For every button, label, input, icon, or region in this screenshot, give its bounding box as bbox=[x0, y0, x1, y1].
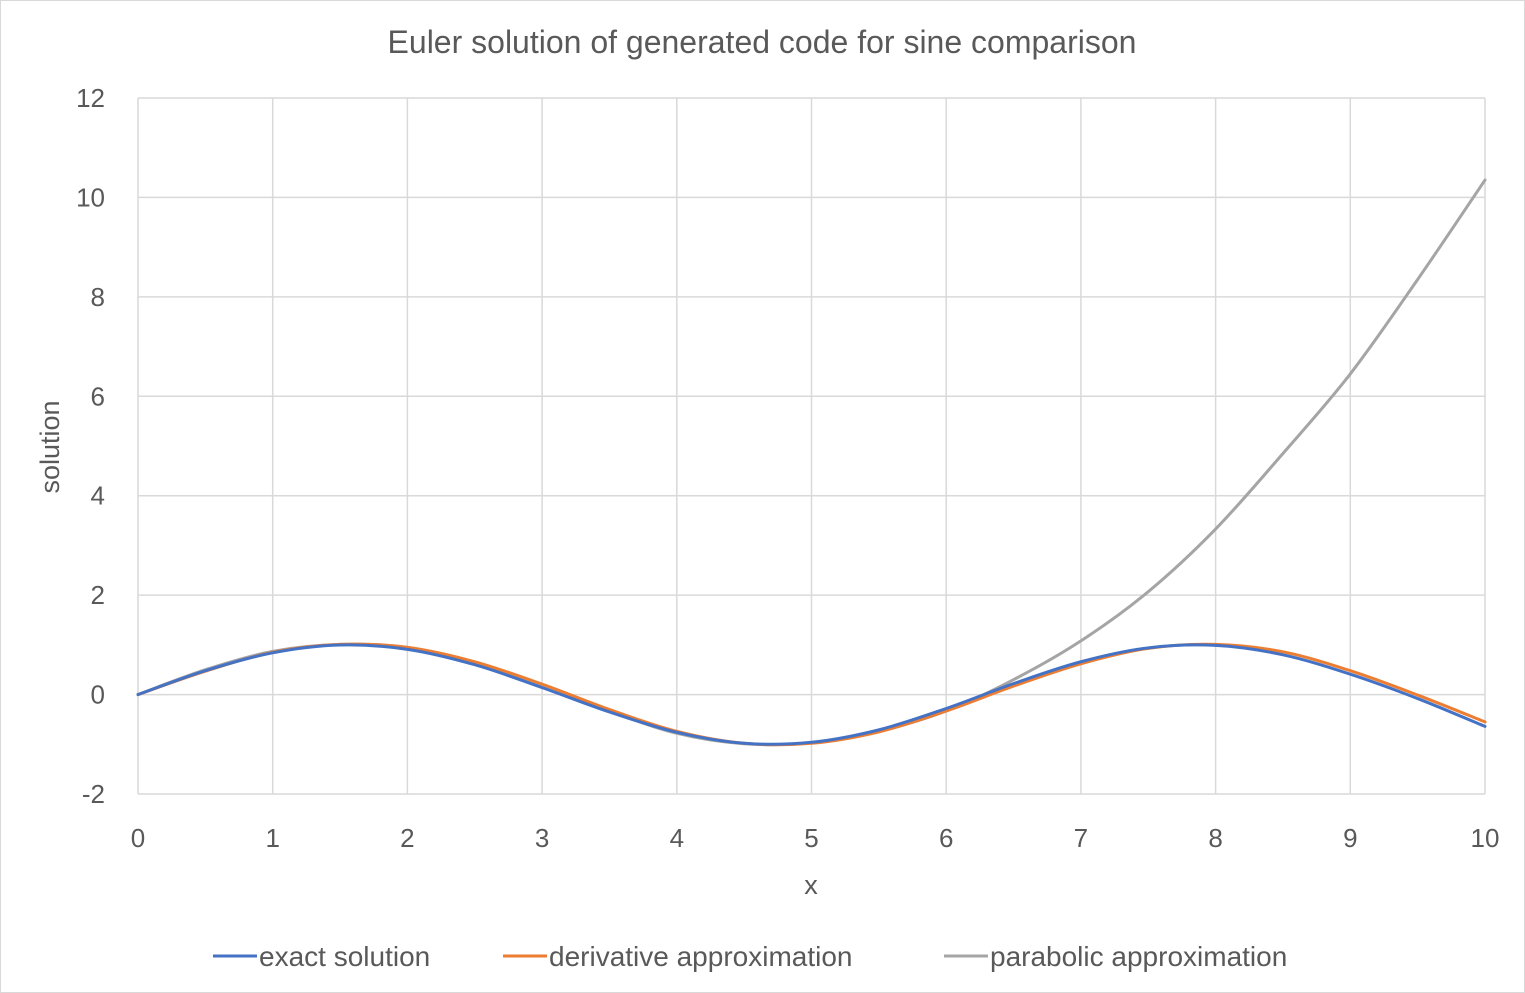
x-tick-label: 9 bbox=[1343, 823, 1357, 853]
y-tick-label: 12 bbox=[76, 83, 105, 113]
x-tick-label: 3 bbox=[535, 823, 549, 853]
x-tick-label: 2 bbox=[400, 823, 414, 853]
y-tick-labels: -2 0 2 4 6 8 10 12 bbox=[76, 83, 105, 809]
legend: exact solution derivative approximation pa… bbox=[213, 941, 1287, 972]
x-tick-label: 10 bbox=[1471, 823, 1500, 853]
y-tick-label: 2 bbox=[91, 580, 105, 610]
x-tick-label: 8 bbox=[1208, 823, 1222, 853]
legend-label-1: derivative approximation bbox=[549, 941, 853, 972]
y-tick-label: 4 bbox=[91, 481, 105, 511]
series-lines bbox=[136, 178, 1487, 747]
x-tick-label: 0 bbox=[131, 823, 145, 853]
legend-label-2: parabolic approximation bbox=[990, 941, 1287, 972]
x-tick-labels: 0 1 2 3 4 5 6 7 8 9 10 bbox=[131, 823, 1500, 853]
x-tick-label: 1 bbox=[265, 823, 279, 853]
x-tick-label: 4 bbox=[670, 823, 684, 853]
x-tick-label: 7 bbox=[1074, 823, 1088, 853]
grid-lines bbox=[137, 97, 1486, 795]
x-tick-label: 5 bbox=[804, 823, 818, 853]
series-line-0 bbox=[136, 643, 1487, 746]
chart-title: Euler solution of generated code for sin… bbox=[388, 24, 1137, 60]
x-axis-title: x bbox=[804, 870, 818, 900]
y-axis-title: solution bbox=[35, 400, 65, 493]
legend-label-0: exact solution bbox=[259, 941, 430, 972]
y-tick-label: 0 bbox=[91, 680, 105, 710]
y-tick-label: -2 bbox=[82, 779, 105, 809]
y-tick-label: 6 bbox=[91, 381, 105, 411]
x-tick-label: 6 bbox=[939, 823, 953, 853]
y-tick-label: 10 bbox=[76, 182, 105, 212]
y-tick-label: 8 bbox=[91, 282, 105, 312]
